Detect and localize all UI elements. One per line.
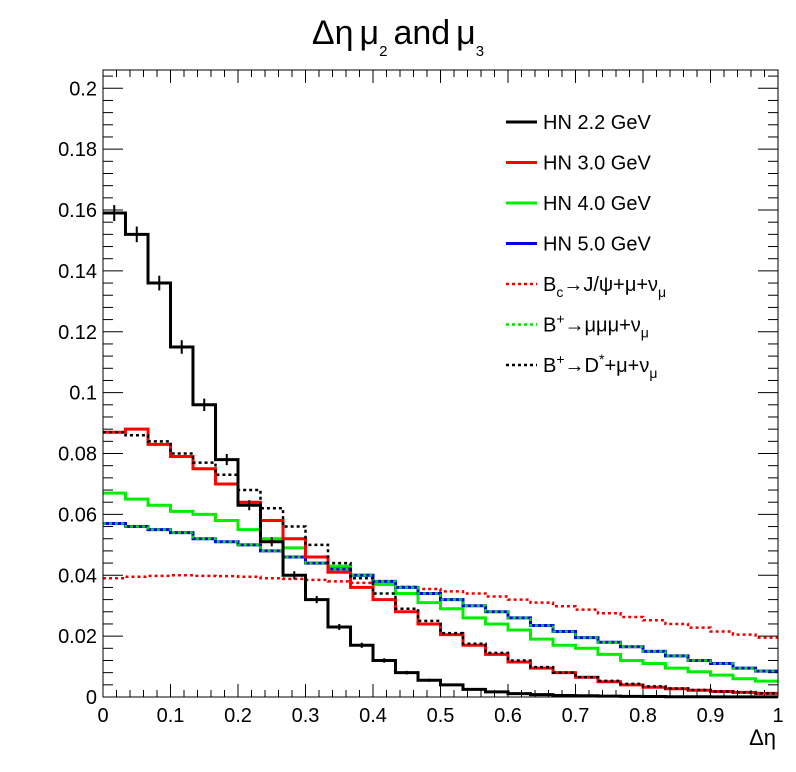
x-tick-label: 1 — [772, 705, 783, 727]
y-tick-label: 0.16 — [58, 200, 97, 222]
legend-label: Bc→J/ψ+μ+νμ — [543, 274, 666, 300]
y-tick-label: 0 — [86, 687, 97, 709]
x-tick-label: 0 — [97, 705, 108, 727]
legend: HN 2.2 GeV HN 3.0 GeV HN 4.0 GeV HN 5.0 GeV… — [506, 112, 666, 381]
y-tick-label: 0.04 — [58, 565, 97, 587]
legend-label: HN 4.0 GeV — [543, 193, 651, 215]
y-tick-label: 0.12 — [58, 322, 97, 344]
x-tick-label: 0.5 — [427, 705, 455, 727]
series-line-5 — [103, 522, 778, 673]
legend-label: HN 5.0 GeV — [543, 234, 651, 256]
x-tick-label: 0.1 — [157, 705, 185, 727]
legend-label: B+→D*+μ+νμ — [543, 351, 657, 381]
x-tick-label: 0.7 — [562, 705, 590, 727]
x-tick-label: 0.6 — [494, 705, 522, 727]
y-tick-label: 0.1 — [69, 383, 97, 405]
x-tick-label: 0.9 — [697, 705, 725, 727]
legend-label: B+→μμμ+νμ — [543, 311, 649, 341]
chart-title: Δη μ2 and μ3 — [312, 14, 484, 60]
series-line-6 — [103, 430, 778, 695]
x-tick-label: 0.2 — [224, 705, 252, 727]
plot-frame — [102, 69, 779, 698]
series-line-4 — [103, 574, 778, 639]
y-tick-label: 0.08 — [58, 444, 97, 466]
series-line-2 — [103, 491, 778, 683]
x-tick-label: 0.8 — [629, 705, 657, 727]
legend-label: HN 3.0 GeV — [543, 153, 651, 175]
legend-label: HN 2.2 GeV — [543, 112, 651, 134]
x-tick-label: 0.3 — [292, 705, 320, 727]
x-axis-title: Δη — [749, 725, 776, 750]
series-layer — [103, 205, 778, 699]
y-tick-label: 0.14 — [58, 261, 97, 283]
x-tick-label: 0.4 — [359, 705, 387, 727]
y-tick-label: 0.02 — [58, 626, 97, 648]
y-tick-label: 0.06 — [58, 504, 97, 526]
y-axis: 0 0.02 0.04 0.06 0.08 0.1 0.12 0.14 0.16 0.18 0.2 — [58, 75, 778, 709]
y-tick-label: 0.2 — [69, 78, 97, 100]
y-tick-label: 0.18 — [58, 139, 97, 161]
